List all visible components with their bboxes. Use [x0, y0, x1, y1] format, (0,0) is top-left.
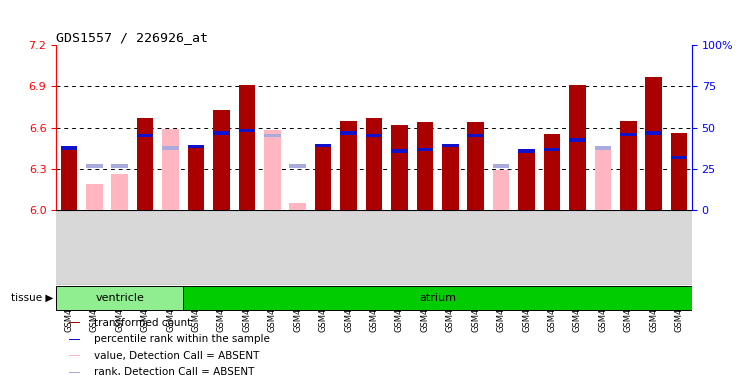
Bar: [391, 149, 408, 153]
Bar: [417, 122, 433, 210]
Bar: [69, 372, 80, 373]
Bar: [340, 121, 357, 210]
Bar: [366, 118, 382, 210]
Text: rank, Detection Call = ABSENT: rank, Detection Call = ABSENT: [94, 368, 254, 375]
Bar: [61, 146, 77, 150]
Bar: [162, 146, 179, 150]
Bar: [366, 134, 382, 138]
Bar: [61, 148, 77, 210]
Bar: [544, 148, 560, 151]
Text: GDS1557 / 226926_at: GDS1557 / 226926_at: [56, 31, 208, 44]
Bar: [569, 138, 586, 142]
Bar: [340, 131, 357, 135]
Bar: [671, 156, 687, 159]
Bar: [137, 118, 153, 210]
Bar: [595, 148, 611, 210]
Text: value, Detection Call = ABSENT: value, Detection Call = ABSENT: [94, 351, 260, 361]
Bar: [239, 129, 255, 132]
Bar: [69, 339, 80, 340]
Bar: [595, 146, 611, 150]
Text: ventricle: ventricle: [95, 293, 144, 303]
Bar: [264, 130, 280, 210]
Bar: [188, 145, 204, 148]
Bar: [493, 164, 509, 168]
Text: transformed count: transformed count: [94, 318, 191, 328]
Bar: [188, 147, 204, 210]
Bar: [315, 147, 331, 210]
Bar: [213, 110, 230, 210]
Bar: [391, 125, 408, 210]
Bar: [646, 76, 662, 210]
Bar: [56, 286, 183, 310]
Bar: [544, 134, 560, 210]
Bar: [315, 144, 331, 147]
Bar: [468, 134, 484, 138]
Bar: [289, 164, 306, 168]
Bar: [69, 355, 80, 357]
Bar: [239, 85, 255, 210]
Text: tissue ▶: tissue ▶: [11, 293, 54, 303]
Bar: [620, 133, 637, 136]
Bar: [111, 174, 128, 210]
Bar: [620, 121, 637, 210]
Bar: [442, 146, 459, 210]
Bar: [442, 144, 459, 147]
Bar: [69, 322, 80, 323]
Bar: [569, 85, 586, 210]
Bar: [137, 134, 153, 138]
Bar: [183, 286, 692, 310]
Bar: [289, 203, 306, 210]
Bar: [417, 148, 433, 151]
Bar: [518, 151, 535, 210]
Bar: [646, 131, 662, 135]
Text: atrium: atrium: [419, 293, 456, 303]
Bar: [518, 149, 535, 153]
Bar: [468, 122, 484, 210]
Bar: [86, 184, 102, 210]
Bar: [493, 170, 509, 210]
Bar: [86, 164, 102, 168]
Text: percentile rank within the sample: percentile rank within the sample: [94, 334, 270, 344]
Bar: [111, 164, 128, 168]
Bar: [162, 129, 179, 210]
Bar: [213, 131, 230, 135]
Bar: [671, 133, 687, 210]
Bar: [264, 134, 280, 138]
